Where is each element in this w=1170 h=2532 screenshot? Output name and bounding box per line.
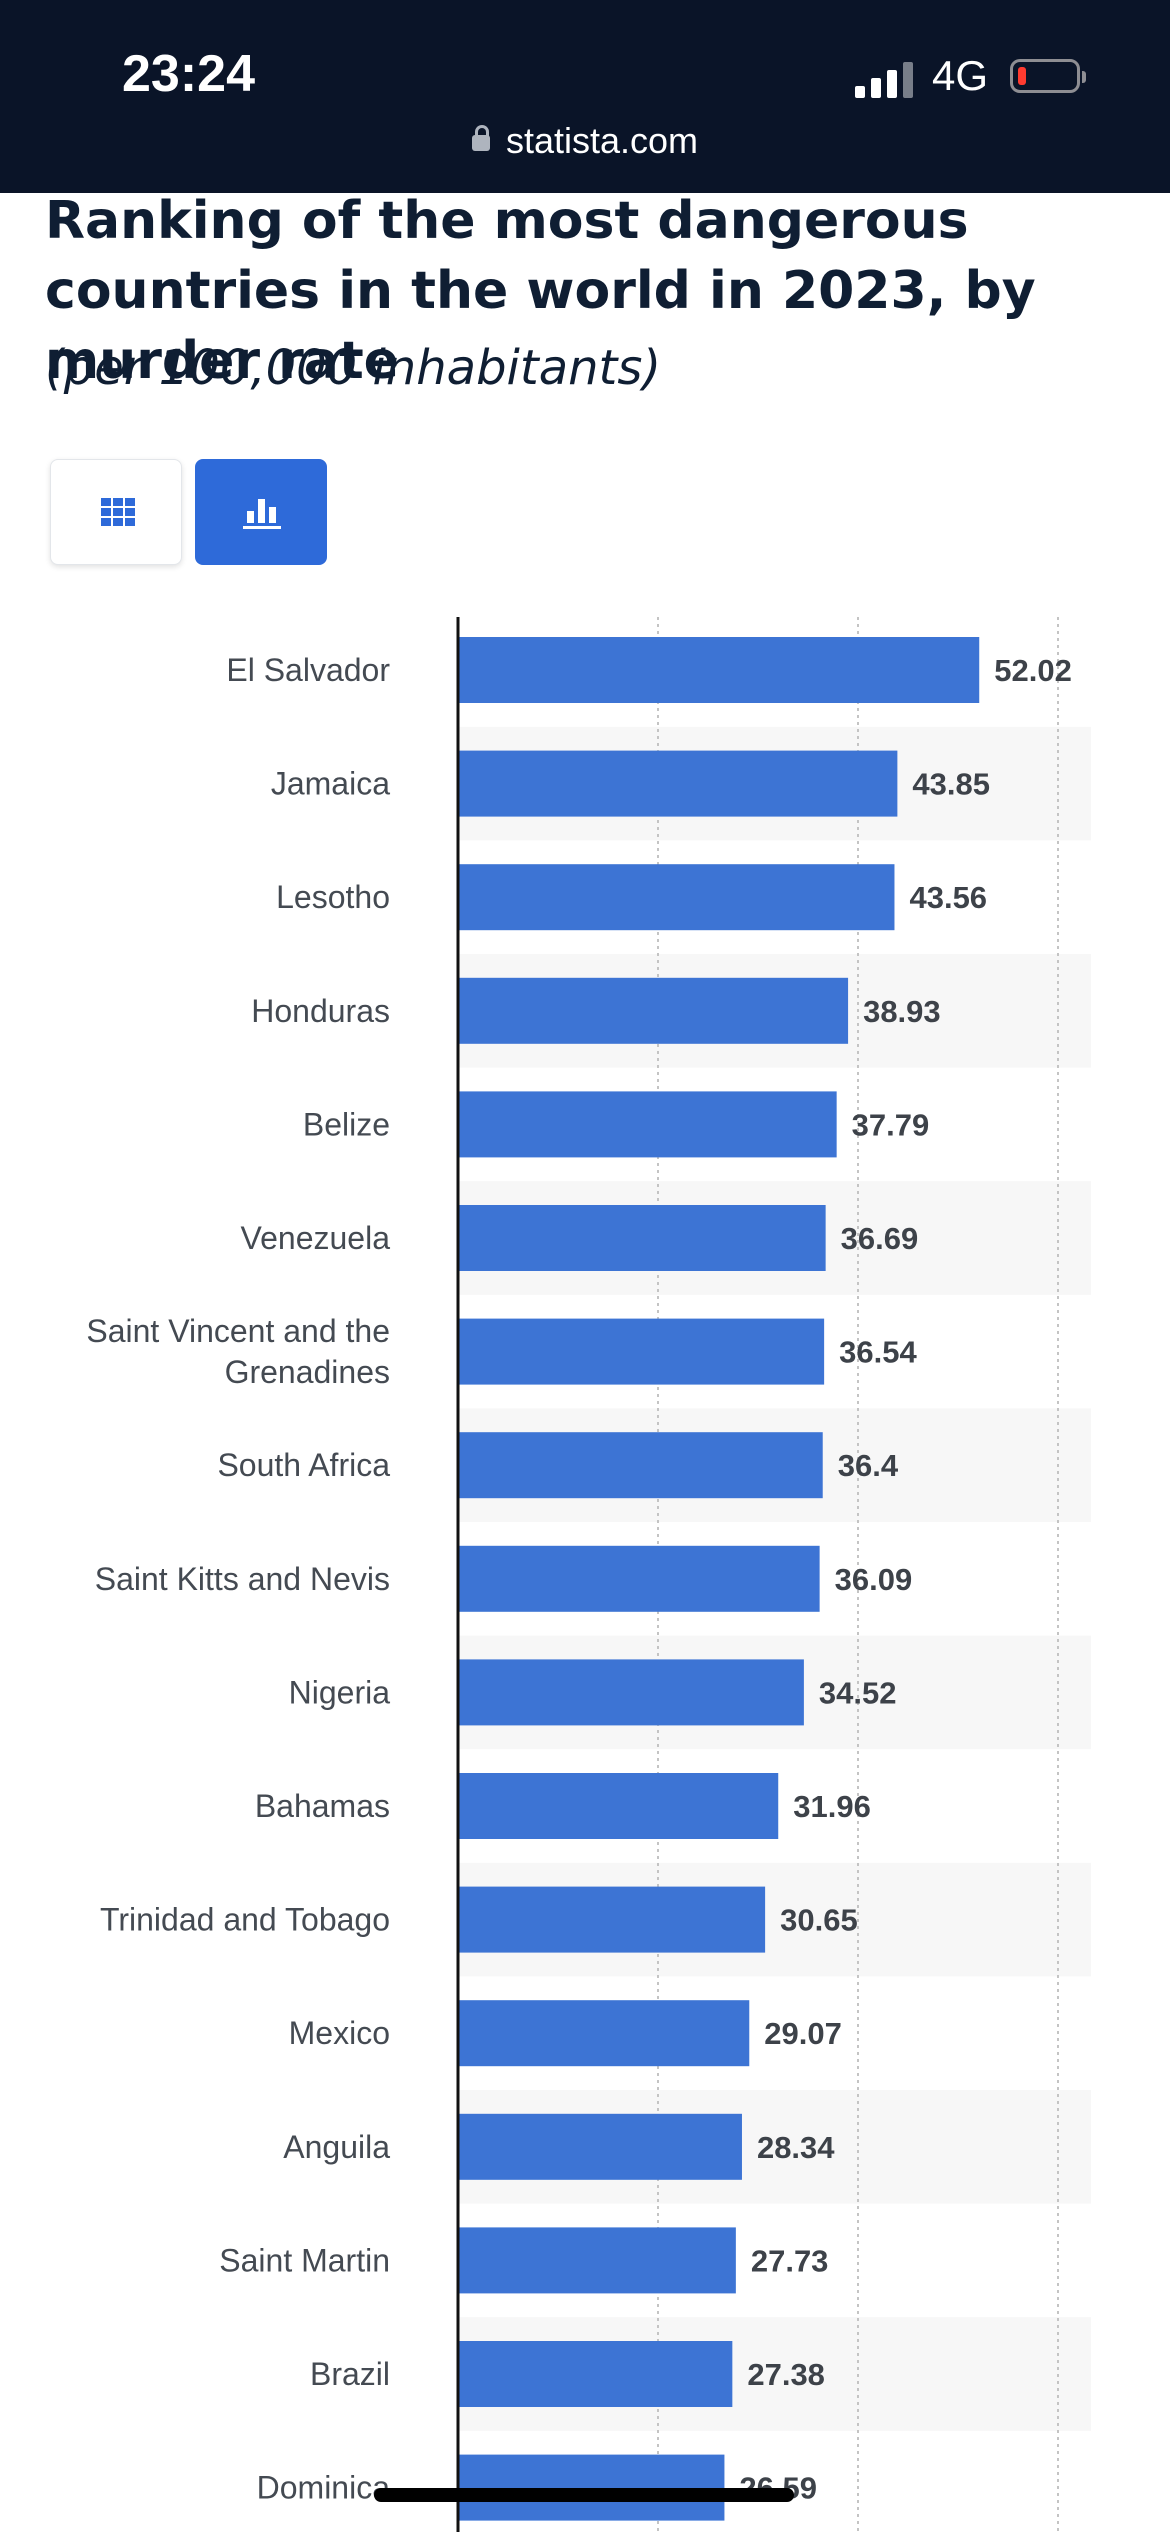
category-label: Anguila [283,2129,390,2165]
bar [458,1773,779,1839]
bar [458,1886,766,1953]
value-label: 37.79 [852,1107,930,1142]
bar [458,864,895,931]
category-label: Dominica [257,2470,391,2506]
bar [458,1432,823,1499]
home-indicator [374,2488,794,2502]
lock-icon [471,125,490,151]
bar [458,2454,725,2521]
grid-icon [101,498,135,526]
category-label: Venezuela [241,1220,391,1256]
network-type: 4G [932,52,989,99]
chart-title: Ranking of the most dangerous countries … [45,191,1036,391]
bar [458,1205,826,1271]
category-label: Mexico [289,2015,390,2051]
category-label: Jamaica [271,766,390,802]
bar-chart: 52.02 El Salvador 43.85 Jamaica 43.56 Lesotho… [86,617,1091,2532]
chart-subtitle: (per 100,000 inhabitants) [45,340,662,396]
value-label: 36.54 [839,1335,917,1370]
battery-icon [1010,59,1086,93]
bar [458,750,898,817]
category-label: Grenadines [225,1354,390,1390]
bar-chart-icon [243,493,283,529]
bar [458,2000,750,2067]
category-label: Brazil [310,2356,390,2392]
value-label: 43.56 [909,880,987,915]
value-label: 29.07 [764,2016,842,2051]
value-label: 27.73 [751,2243,829,2278]
category-label: Honduras [251,993,390,1029]
value-label: 31.96 [793,1789,871,1824]
value-label: 36.69 [841,1221,919,1256]
category-label: Trinidad and Tobago [100,1902,390,1938]
bar [458,1318,825,1385]
category-label: Lesotho [276,879,390,915]
value-label: 34.52 [819,1675,897,1710]
table-view-button[interactable] [50,459,182,565]
value-label: 38.93 [863,994,941,1029]
category-label: Belize [303,1106,390,1142]
signal-icon [855,58,915,98]
bar [458,637,980,703]
value-label: 27.38 [747,2357,825,2392]
value-label: 36.4 [838,1448,899,1483]
value-label: 28.34 [757,2130,835,2165]
value-label: 52.02 [994,653,1072,688]
value-label: 30.65 [780,1903,858,1938]
bar [458,977,849,1044]
category-label: Saint Kitts and Nevis [95,1561,390,1597]
bar [458,2113,742,2180]
bar [458,1091,837,1158]
category-label: Saint Vincent and the [86,1313,390,1349]
category-label: Bahamas [255,1788,390,1824]
bar [458,2341,733,2407]
bar [458,1545,820,1612]
category-label: El Salvador [226,652,390,688]
value-label: 36.09 [835,1562,913,1597]
url-text: statista.com [505,120,699,161]
bar [458,1659,804,1726]
category-label: South Africa [217,1447,390,1483]
category-label: Saint Martin [219,2242,390,2278]
status-bar: 23:24 4G statista.com [0,0,1170,193]
value-label: 43.85 [912,767,990,802]
url-bar[interactable]: statista.com [0,120,1170,162]
bar [458,2227,736,2294]
category-label: Nigeria [289,1674,391,1710]
chart-view-button[interactable] [195,459,327,565]
status-time: 23:24 [122,45,255,103]
